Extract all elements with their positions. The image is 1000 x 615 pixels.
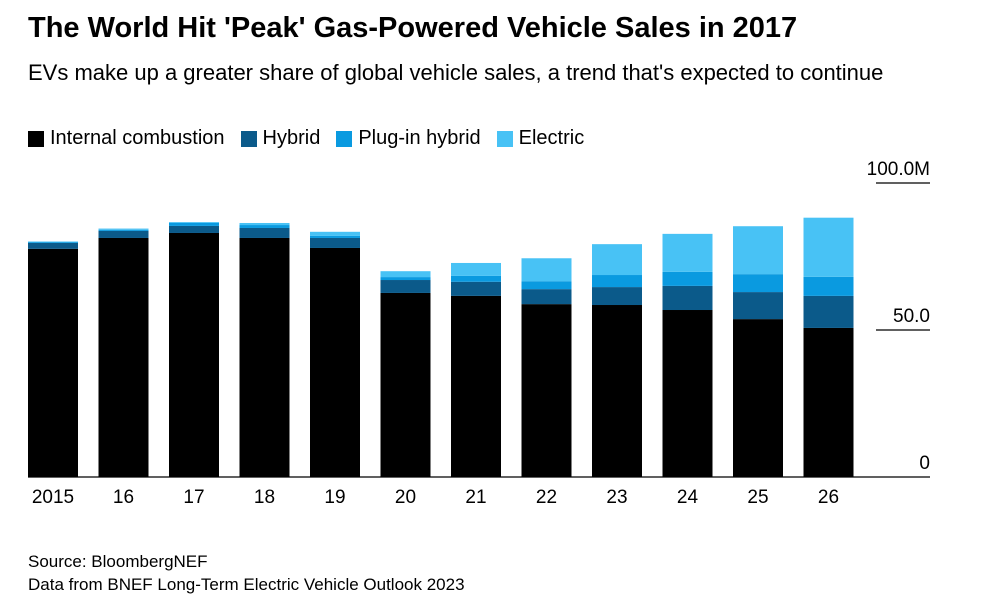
bar-segment	[662, 271, 713, 286]
bar-segment	[98, 237, 149, 477]
bar-segment	[169, 232, 219, 477]
legend-item: Electric	[496, 127, 585, 150]
legend-swatch	[240, 130, 257, 147]
bar-segment	[169, 225, 219, 233]
legend-swatch	[336, 130, 353, 147]
chart-subtitle: EVs make up a greater share of global ve…	[28, 60, 884, 85]
bar-segment	[733, 226, 783, 275]
legend-label: Electric	[518, 127, 585, 149]
bar-segment	[733, 292, 783, 320]
x-tick-label: 20	[395, 487, 416, 508]
bar-segment	[380, 271, 431, 278]
note: Data from BNEF Long-Term Electric Vehicl…	[28, 575, 465, 594]
bar-segment	[803, 276, 854, 296]
y-tick-label: 50.0	[893, 306, 930, 327]
legend: Internal combustion Hybrid Plug-in hybrid E…	[28, 127, 584, 150]
y-tick-label: 100.0M	[867, 159, 930, 180]
bar-segment	[592, 275, 642, 288]
legend-item: Plug-in hybrid	[336, 127, 481, 150]
x-tick-label: 22	[536, 487, 557, 508]
x-tick-label: 19	[324, 487, 345, 508]
x-tick-label: 21	[465, 487, 486, 508]
legend-label: Hybrid	[262, 127, 321, 149]
legend-label: Internal combustion	[50, 127, 225, 149]
bar-segment	[98, 229, 149, 231]
y-tick-label: 0	[919, 453, 930, 474]
bar-segment	[310, 237, 360, 248]
bar-segment	[592, 287, 642, 306]
bar-segment	[380, 280, 431, 293]
legend-swatch	[496, 130, 513, 147]
source: Source: BloombergNEF	[28, 552, 208, 571]
legend-item: Hybrid	[240, 127, 321, 150]
x-tick-label: 23	[606, 487, 627, 508]
bar-segment	[451, 281, 501, 296]
bar-segment	[169, 222, 219, 226]
chart-title: The World Hit 'Peak' Gas-Powered Vehicle…	[28, 12, 798, 44]
bar-segment	[380, 277, 431, 281]
x-tick-label: 26	[818, 487, 839, 508]
bar-segment	[521, 289, 572, 305]
bar-segment	[169, 222, 219, 223]
bar-segment	[521, 281, 572, 290]
x-tick-label: 16	[113, 487, 134, 508]
bar-segment	[98, 230, 149, 238]
bar-segment	[239, 237, 290, 477]
bar-segment	[239, 222, 290, 226]
bar-segment	[239, 227, 290, 238]
bar-segment	[28, 241, 78, 243]
bar-segment	[662, 285, 713, 311]
footnote: Source: BloombergNEF Data from BNEF Long…	[28, 550, 465, 596]
legend-item: Internal combustion	[28, 127, 225, 150]
bar-segment	[662, 233, 713, 272]
bar-segment	[521, 258, 572, 282]
bar-segment	[28, 242, 78, 249]
legend-swatch	[28, 130, 44, 147]
bar-segment	[310, 235, 360, 238]
bar-segment	[380, 292, 431, 477]
bar-segment	[803, 217, 854, 277]
bar-segment	[803, 295, 854, 328]
legend-label: Plug-in hybrid	[358, 127, 481, 149]
bar-segment	[733, 274, 783, 293]
bar-segment	[310, 231, 360, 236]
bar-segment	[451, 275, 501, 282]
bar-segment	[28, 248, 78, 477]
x-tick-label: 2015	[32, 487, 74, 508]
bar-segment	[28, 242, 78, 243]
bar-segment	[98, 228, 149, 230]
bar-segment	[310, 247, 360, 477]
bar-segment	[662, 310, 713, 477]
x-tick-label: 18	[254, 487, 275, 508]
bar-segment	[239, 225, 290, 228]
x-tick-label: 24	[677, 487, 699, 508]
bar-segment	[451, 262, 501, 276]
x-tick-label: 25	[747, 487, 768, 508]
bar-segment	[592, 305, 642, 477]
bar-segment	[592, 244, 642, 276]
bar-segment	[803, 327, 854, 477]
bar-segment	[733, 319, 783, 477]
x-tick-label: 17	[183, 487, 204, 508]
bar-segment	[451, 295, 501, 477]
bar-segment	[521, 304, 572, 477]
